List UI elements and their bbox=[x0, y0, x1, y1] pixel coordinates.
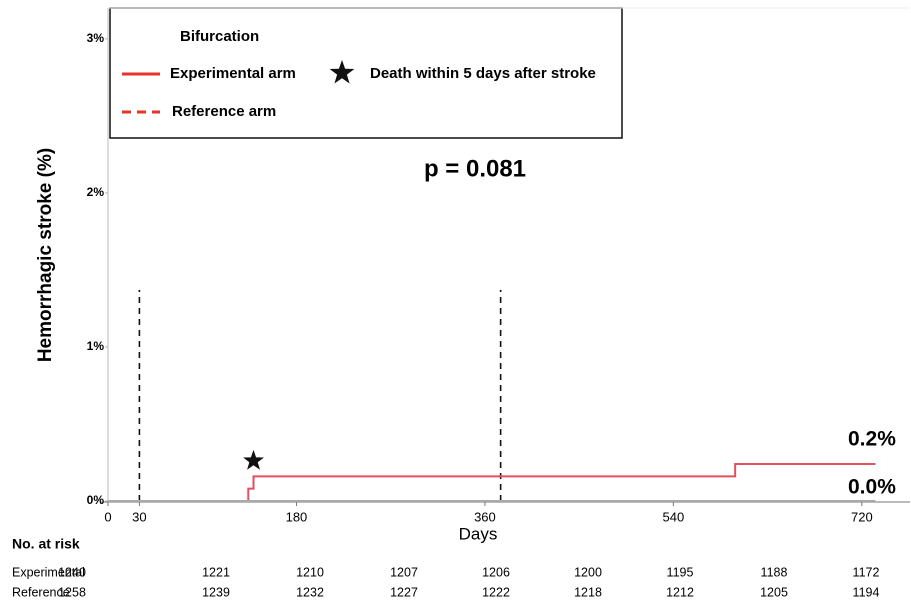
risk-value: 1195 bbox=[667, 565, 694, 579]
risk-value: 1194 bbox=[853, 585, 880, 599]
y-axis-label: Hemorrhagic stroke (%) bbox=[35, 148, 56, 362]
risk-row-name: Experimental bbox=[12, 565, 85, 579]
risk-value: 1205 bbox=[760, 585, 788, 599]
death-marker bbox=[243, 449, 264, 470]
risk-value: 1232 bbox=[296, 585, 324, 599]
x-axis-label: Days bbox=[459, 524, 498, 543]
risk-value: 1206 bbox=[482, 565, 510, 579]
risk-row-name: Reference bbox=[12, 585, 70, 599]
risk-value: 1240 bbox=[58, 565, 86, 579]
x-tick-label: 540 bbox=[663, 509, 685, 524]
risk-value: 1207 bbox=[390, 565, 418, 579]
risk-value: 1210 bbox=[296, 565, 324, 579]
x-tick-label: 0 bbox=[104, 509, 111, 524]
legend-label: Reference arm bbox=[172, 103, 276, 120]
y-tick-label: 3% bbox=[87, 31, 105, 45]
x-tick-label: 30 bbox=[132, 509, 146, 524]
x-tick-label: 360 bbox=[474, 509, 496, 524]
risk-value: 1258 bbox=[58, 585, 86, 599]
risk-value: 1212 bbox=[666, 585, 694, 599]
y-tick-label: 2% bbox=[87, 185, 105, 199]
risk-value: 1222 bbox=[482, 585, 510, 599]
risk-value: 1227 bbox=[390, 585, 418, 599]
x-tick-label: 720 bbox=[851, 509, 873, 524]
legend-star bbox=[329, 60, 355, 84]
p-value: p = 0.081 bbox=[424, 155, 526, 182]
line bbox=[108, 463, 876, 502]
x-tick-label: 180 bbox=[286, 509, 308, 524]
risk-value: 1221 bbox=[202, 565, 230, 579]
legend-box bbox=[109, 7, 623, 139]
risk-value: 1218 bbox=[574, 585, 602, 599]
risk-table-title: No. at risk bbox=[12, 536, 80, 552]
end-label: 0.2% bbox=[848, 428, 896, 451]
end-label: 0.0% bbox=[848, 476, 896, 499]
y-tick-label: 0% bbox=[87, 493, 105, 507]
risk-value: 1172 bbox=[853, 565, 880, 579]
risk-value: 1188 bbox=[761, 565, 788, 579]
risk-value: 1200 bbox=[574, 565, 602, 579]
legend-title: Bifurcation bbox=[180, 28, 259, 45]
legend-label: Experimental arm bbox=[170, 65, 296, 82]
y-tick-label: 1% bbox=[87, 339, 105, 353]
risk-value: 1239 bbox=[202, 585, 230, 599]
legend-label: Death within 5 days after stroke bbox=[370, 65, 596, 82]
